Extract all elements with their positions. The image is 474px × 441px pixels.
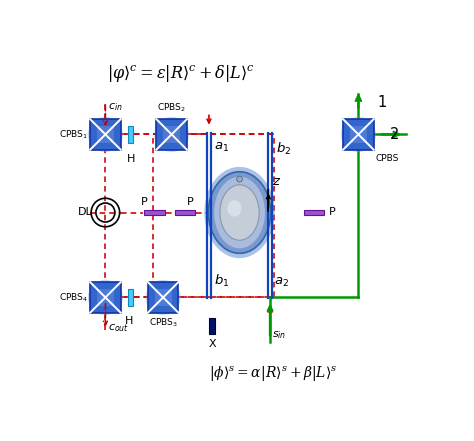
Ellipse shape [214,177,265,248]
Bar [90,282,121,313]
Circle shape [341,117,376,152]
Text: $|\phi\rangle^s = \alpha|R\rangle^s + \beta|L\rangle^s$: $|\phi\rangle^s = \alpha|R\rangle^s + \b… [209,365,337,384]
Text: CPBS$_1$: CPBS$_1$ [59,128,89,141]
Bar [343,119,374,149]
Bar [128,126,133,143]
Text: $s_{in}$: $s_{in}$ [272,330,286,341]
Text: $a_1$: $a_1$ [214,141,229,154]
Bar [97,126,114,143]
Bar [210,318,215,334]
Text: P: P [328,207,335,217]
Bar [90,119,121,149]
Text: 2: 2 [390,127,399,142]
Bar [155,289,172,306]
Bar [128,288,133,306]
Text: DL: DL [78,207,92,217]
Text: $a_2$: $a_2$ [274,276,289,289]
Text: $b_1$: $b_1$ [214,273,230,289]
Text: X: X [209,339,216,349]
Text: CPBS$_2$: CPBS$_2$ [157,101,186,114]
Bar [304,210,324,215]
Bar [148,282,178,313]
Circle shape [146,280,181,315]
Ellipse shape [220,185,259,240]
Bar [350,126,367,143]
Text: $z$: $z$ [272,175,281,188]
Ellipse shape [209,172,271,253]
Text: H: H [127,154,135,164]
Ellipse shape [227,200,242,217]
Text: $c_{out}$: $c_{out}$ [108,322,129,334]
Bar [97,289,114,306]
Text: CPBS$_3$: CPBS$_3$ [148,316,178,329]
Bar [145,210,165,215]
Bar [175,210,195,215]
Bar [163,126,180,143]
Bar [156,119,187,149]
Text: P: P [140,197,147,207]
Circle shape [88,280,123,315]
Text: CPBS$_4$: CPBS$_4$ [59,291,89,304]
Text: $b_2$: $b_2$ [275,141,291,157]
Circle shape [237,176,242,182]
Text: CPBS: CPBS [375,154,399,163]
Circle shape [154,117,189,152]
Text: 1: 1 [378,95,387,110]
Text: H: H [125,316,133,326]
Circle shape [88,117,123,152]
Text: $c_{in}$: $c_{in}$ [108,101,123,113]
Text: P: P [187,197,194,207]
Text: $|\varphi\rangle^c = \varepsilon|R\rangle^c + \delta|L\rangle^c$: $|\varphi\rangle^c = \varepsilon|R\rangl… [107,63,255,84]
Ellipse shape [204,167,275,258]
